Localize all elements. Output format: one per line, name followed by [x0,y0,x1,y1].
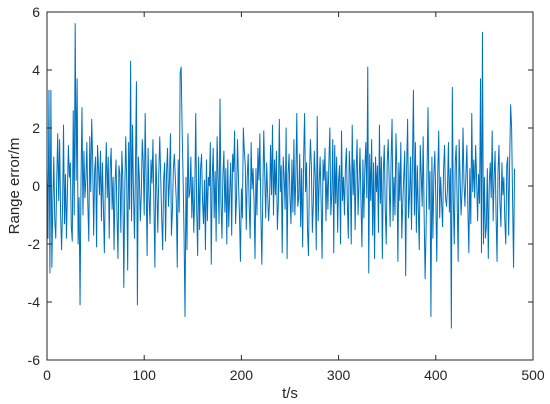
x-tick-label: 500 [521,367,545,383]
y-axis: -6 -4 -2 0 2 4 6 [28,4,533,368]
x-tick-label: 200 [230,367,254,383]
y-tick-label: 2 [32,120,40,136]
plot-area [46,23,516,329]
y-tick-label: 4 [32,62,40,78]
y-tick-label: -4 [28,294,41,310]
series-line-0 [46,23,516,329]
x-tick-label: 0 [43,367,51,383]
x-tick-label: 100 [133,367,157,383]
y-tick-label: 0 [32,178,40,194]
y-tick-label: -6 [28,352,41,368]
y-tick-label: 6 [32,4,40,20]
x-tick-label: 400 [424,367,448,383]
x-tick-label: 300 [327,367,351,383]
x-axis-label: t/s [282,385,298,402]
y-tick-label: -2 [28,236,41,252]
y-axis-label: Range error/m [6,138,23,235]
x-axis: 0 100 200 300 400 500 [43,12,545,383]
